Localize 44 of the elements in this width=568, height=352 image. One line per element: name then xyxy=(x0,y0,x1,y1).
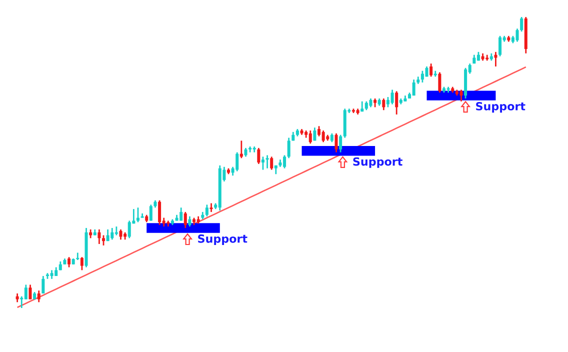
candlestick xyxy=(149,204,152,222)
candlestick xyxy=(98,228,101,245)
candlestick xyxy=(42,275,45,294)
candlestick xyxy=(412,78,416,96)
candlestick xyxy=(287,137,290,159)
annotation: Support xyxy=(476,102,526,113)
candlestick xyxy=(184,211,187,229)
candlestick xyxy=(102,234,106,246)
candlestick xyxy=(236,152,239,172)
candlestick xyxy=(188,216,192,228)
candlestick xyxy=(110,227,114,240)
candlestick xyxy=(438,72,442,94)
candlestick xyxy=(158,200,162,226)
candlestick xyxy=(313,126,316,142)
candlestick xyxy=(257,147,260,165)
candlestick xyxy=(205,204,208,218)
candlestick xyxy=(520,17,524,32)
candlestick xyxy=(498,35,502,57)
candlestick xyxy=(460,89,463,102)
candlestick xyxy=(37,290,40,303)
candlestick xyxy=(430,62,433,78)
candlestick xyxy=(317,125,321,138)
annotation: Support xyxy=(198,234,248,245)
candlestick xyxy=(28,284,32,300)
candlestick xyxy=(266,154,269,170)
candlestick xyxy=(382,98,386,111)
candlestick xyxy=(128,220,131,239)
candlestick xyxy=(261,156,264,170)
candlestick xyxy=(68,256,71,268)
candlestick xyxy=(24,284,28,300)
candlestick xyxy=(270,156,274,170)
candlestick xyxy=(334,132,338,154)
candlestick xyxy=(308,130,312,144)
candlestick xyxy=(119,228,122,240)
candlestick xyxy=(395,90,398,116)
annotation: Support xyxy=(353,157,402,168)
candlestick xyxy=(390,89,394,105)
candlestick xyxy=(516,28,519,42)
candlestick xyxy=(80,256,84,271)
candlestick xyxy=(210,202,213,213)
candlestick xyxy=(339,134,342,154)
candlestick xyxy=(322,130,325,143)
candlestick xyxy=(180,206,183,222)
candlestick xyxy=(114,226,118,236)
